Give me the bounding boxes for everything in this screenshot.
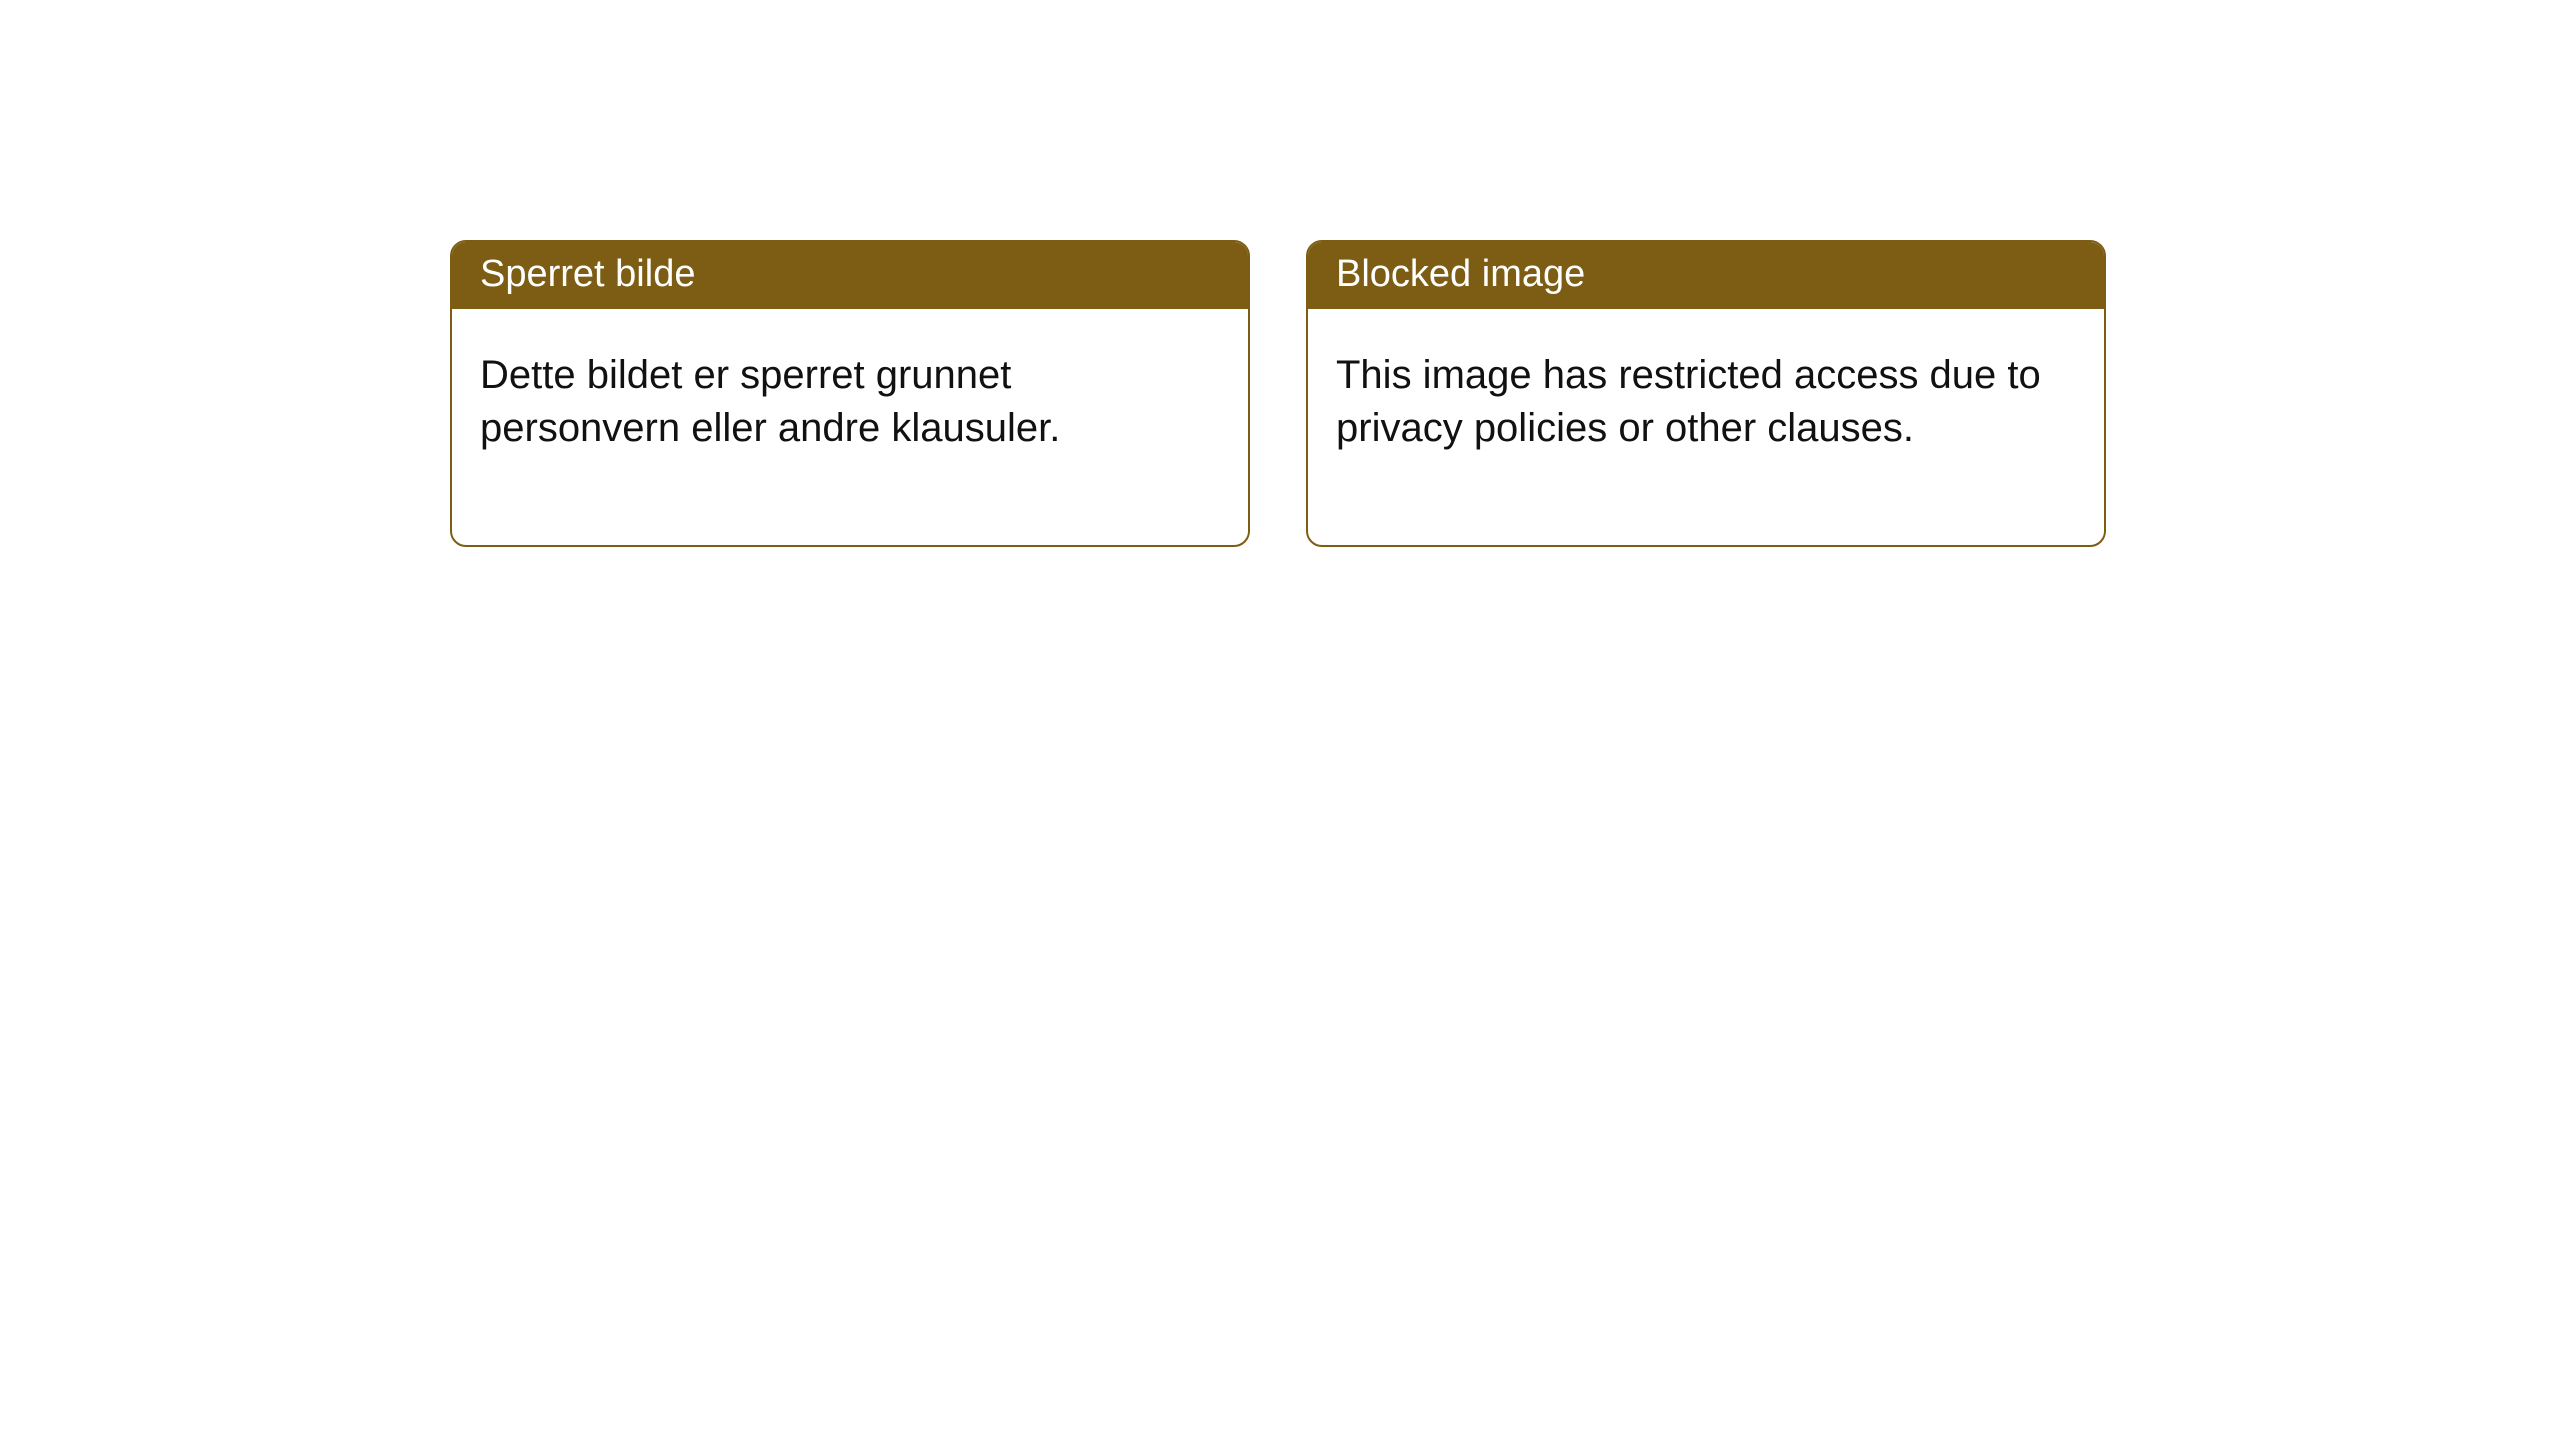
notice-header-no: Sperret bilde xyxy=(452,242,1248,309)
notice-body-no: Dette bildet er sperret grunnet personve… xyxy=(452,309,1248,545)
notice-container: Sperret bilde Dette bildet er sperret gr… xyxy=(450,240,2106,547)
notice-body-en: This image has restricted access due to … xyxy=(1308,309,2104,545)
notice-header-en: Blocked image xyxy=(1308,242,2104,309)
notice-box-no: Sperret bilde Dette bildet er sperret gr… xyxy=(450,240,1250,547)
notice-box-en: Blocked image This image has restricted … xyxy=(1306,240,2106,547)
